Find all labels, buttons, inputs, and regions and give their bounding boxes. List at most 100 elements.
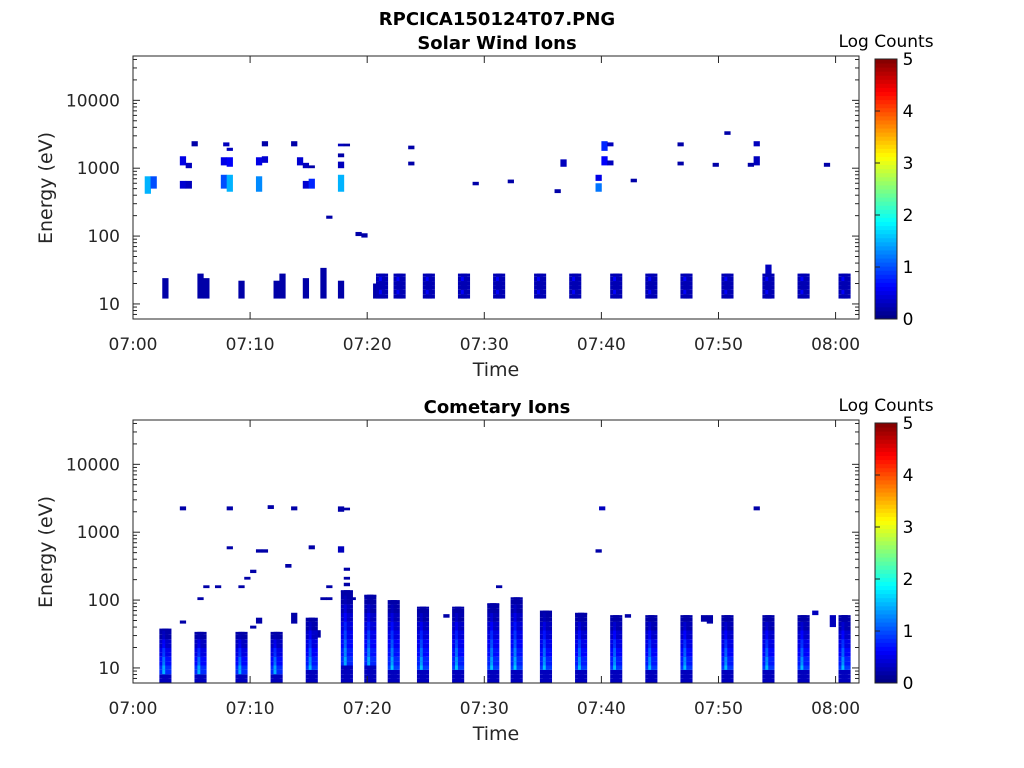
cometary-burst-cell xyxy=(241,665,248,670)
cometary-burst-cell xyxy=(516,617,523,622)
cometary-colorbar-segment xyxy=(875,658,897,664)
cometary-burst-cell xyxy=(346,678,353,683)
cometary-axes-frame xyxy=(132,419,860,684)
solar-wind-cell xyxy=(823,162,831,167)
cometary-colorbar-segment xyxy=(875,496,897,501)
cometary-burst-cell xyxy=(370,648,377,653)
cometary-cell xyxy=(179,620,187,624)
solar-wind-colorbar-segment xyxy=(875,144,897,149)
cometary-burst-cell xyxy=(580,617,588,622)
solar-wind-colorbar-segment xyxy=(875,189,897,194)
cometary-colorbar-segment xyxy=(875,678,897,684)
cometary-burst-cell xyxy=(844,630,851,635)
cometary-burst-cell xyxy=(311,665,318,670)
cometary-colorbar-segment xyxy=(875,642,897,647)
cometary-burst-cell xyxy=(844,621,851,627)
cometary-burst-cell xyxy=(393,661,400,666)
solar-wind-colorbar-segment xyxy=(875,274,897,279)
solar-wind-burst-cell xyxy=(727,289,734,295)
solar-wind-cell xyxy=(607,160,614,166)
cometary-x-tick-label: 07:10 xyxy=(226,699,275,719)
cometary-burst-cell xyxy=(727,674,734,679)
solar-wind-burst-cell xyxy=(463,276,471,282)
cometary-burst-cell xyxy=(545,648,553,653)
solar-wind-axes-frame xyxy=(132,55,860,320)
cometary-cell xyxy=(203,585,210,589)
solar-wind-cell xyxy=(361,233,368,238)
cometary-burst-cell xyxy=(686,639,693,644)
cometary-burst-cell xyxy=(545,652,553,657)
solar-wind-burst-cell xyxy=(428,294,435,299)
solar-wind-cell xyxy=(302,162,310,169)
cometary-burst-cell xyxy=(686,643,693,648)
solar-wind-cell xyxy=(197,273,204,299)
cometary-burst-cell xyxy=(370,669,377,675)
cometary-burst-cell xyxy=(393,656,400,662)
cometary-burst-cell xyxy=(844,634,851,640)
solar-wind-colorbar-segment xyxy=(875,249,897,255)
solar-wind-cell xyxy=(191,141,198,147)
cometary-colorbar-segment xyxy=(875,479,897,485)
cometary-burst-cell xyxy=(616,669,623,675)
cometary-burst-cell xyxy=(457,639,465,644)
cometary-burst-cell xyxy=(768,634,775,640)
solar-wind-colorbar-segment xyxy=(875,233,897,239)
solar-wind-cell xyxy=(320,267,327,299)
cometary-colorbar-segment xyxy=(875,483,897,489)
cometary-burst-cell xyxy=(422,626,430,631)
cometary-burst-cell xyxy=(200,652,207,657)
cometary-colorbar-tick-label: 4 xyxy=(903,466,914,486)
cometary-colorbar-segment xyxy=(875,630,897,635)
cometary-burst-cell xyxy=(276,643,283,648)
solar-wind-colorbar-segment xyxy=(875,262,897,267)
cometary-burst-cell xyxy=(311,652,318,657)
cometary-burst-cell xyxy=(727,652,734,657)
solar-wind-x-tick-label: 08:00 xyxy=(811,335,860,355)
cometary-burst-cell xyxy=(346,630,353,635)
cometary-burst-cell xyxy=(651,665,658,670)
solar-wind-colorbar-tick-label: 0 xyxy=(903,310,914,330)
cometary-colorbar-segment xyxy=(875,548,897,554)
solar-wind-x-tick-label: 07:10 xyxy=(226,335,275,355)
cometary-burst-cell xyxy=(393,643,400,648)
cometary-cell xyxy=(261,549,269,553)
cometary-burst-cell xyxy=(516,597,523,600)
solar-wind-cell xyxy=(261,141,269,147)
cometary-burst-cell xyxy=(393,678,400,683)
cometary-burst-cell xyxy=(545,621,553,627)
cometary-colorbar-segment xyxy=(875,524,897,530)
cometary-burst-cell xyxy=(393,621,400,627)
solar-wind-burst-cell xyxy=(844,273,851,277)
cometary-burst-cell xyxy=(651,648,658,653)
cometary-burst-cell xyxy=(346,669,353,675)
solar-wind-burst-cell xyxy=(381,285,389,290)
solar-wind-burst-cell xyxy=(616,285,623,290)
cometary-colorbar-segment xyxy=(875,544,897,550)
cometary-cell xyxy=(255,617,263,624)
cometary-burst-cell xyxy=(493,621,500,627)
solar-wind-burst-cell xyxy=(844,289,851,295)
cometary-x-tick-label: 08:00 xyxy=(811,699,860,719)
solar-wind-colorbar-segment xyxy=(875,221,897,227)
cometary-burst-cell xyxy=(346,674,353,679)
solar-wind-cell xyxy=(255,176,263,192)
cometary-colorbar-segment xyxy=(875,463,897,469)
cometary-cell xyxy=(238,585,245,589)
cometary-burst-cell xyxy=(493,613,500,618)
solar-wind-colorbar-segment xyxy=(875,282,897,287)
cometary-colorbar-segment xyxy=(875,471,897,477)
solar-wind-colorbar-segment xyxy=(875,152,897,157)
cometary-burst-cell xyxy=(844,665,851,670)
cometary-colorbar-tick-label: 0 xyxy=(903,674,914,694)
solar-wind-colorbar-segment xyxy=(875,156,897,162)
solar-wind-colorbar-segment xyxy=(875,180,897,186)
cometary-burst-cell xyxy=(580,612,588,615)
cometary-burst-cell xyxy=(370,630,377,635)
cometary-burst-cell xyxy=(200,634,207,640)
cometary-burst-cell xyxy=(651,656,658,662)
cometary-burst-cell xyxy=(276,634,283,640)
cometary-burst-cell xyxy=(346,590,353,593)
solar-wind-burst-cell xyxy=(539,273,547,277)
cometary-colorbar-segment xyxy=(875,443,897,448)
cometary-burst-cell xyxy=(493,608,500,613)
